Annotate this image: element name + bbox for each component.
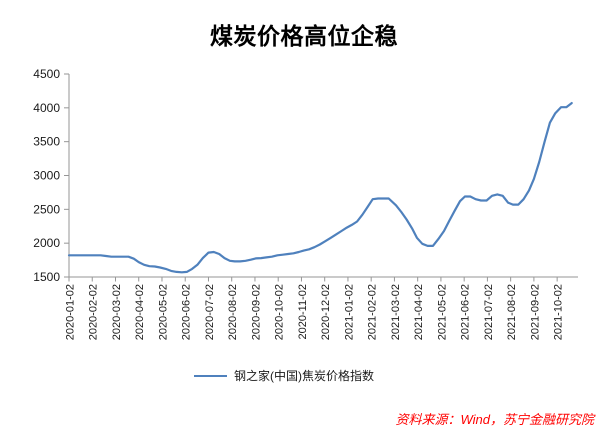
x-tick-label: 2021-09-02	[529, 284, 541, 340]
y-tick-label: 2500	[33, 202, 60, 216]
x-tick-label: 2020-11-02	[297, 284, 309, 339]
series-line-coke-price-index	[67, 101, 573, 274]
y-tick-label: 4000	[33, 101, 60, 115]
legend-label: 钢之家(中国)焦炭价格指数	[234, 369, 374, 383]
x-tick-label: 2020-02-02	[88, 284, 100, 340]
x-tick-label: 2020-12-02	[320, 284, 332, 340]
x-tick-label: 2020-03-02	[111, 284, 123, 340]
x-tick-label: 2020-08-02	[227, 284, 239, 340]
x-tick-label: 2021-07-02	[483, 284, 495, 340]
x-tick-label: 2020-04-02	[134, 284, 146, 340]
y-tick-label: 1500	[33, 270, 60, 284]
x-tick-label: 2021-01-02	[343, 284, 355, 340]
x-tick-label: 2020-01-02	[65, 284, 77, 340]
x-tick-label: 2021-03-02	[390, 284, 402, 340]
x-tick-label: 2021-04-02	[413, 284, 425, 340]
x-tick-label: 2021-05-02	[436, 284, 448, 340]
x-tick-label: 2020-07-02	[204, 284, 216, 340]
x-tick-label: 2021-08-02	[506, 284, 518, 340]
legend: 钢之家(中国)焦炭价格指数	[0, 367, 568, 384]
legend-line-swatch	[194, 374, 227, 377]
y-tick-label: 2000	[33, 236, 60, 250]
plot-area: 1500 2000 2500 3000 3500 4000 4500 2020-01-02 20…	[33, 67, 578, 340]
y-tick-label: 4500	[33, 67, 60, 81]
x-tick-label: 2020-05-02	[157, 284, 169, 340]
y-tick-label: 3500	[33, 135, 60, 149]
chart-title: 煤炭价格高位企稳	[210, 23, 398, 49]
y-tick-label: 3000	[33, 169, 60, 183]
axis-lines	[68, 74, 578, 278]
x-tick-label: 2020-06-02	[181, 284, 193, 340]
x-tick-label: 2020-10-02	[274, 284, 286, 340]
x-tick-label: 2020-09-02	[250, 284, 262, 340]
x-tick-label: 2021-10-02	[553, 284, 565, 340]
source-note: 资料来源：Wind，苏宁金融研究院	[395, 412, 594, 427]
x-tick-label: 2021-02-02	[367, 284, 379, 340]
x-tick-label: 2021-06-02	[460, 284, 472, 340]
